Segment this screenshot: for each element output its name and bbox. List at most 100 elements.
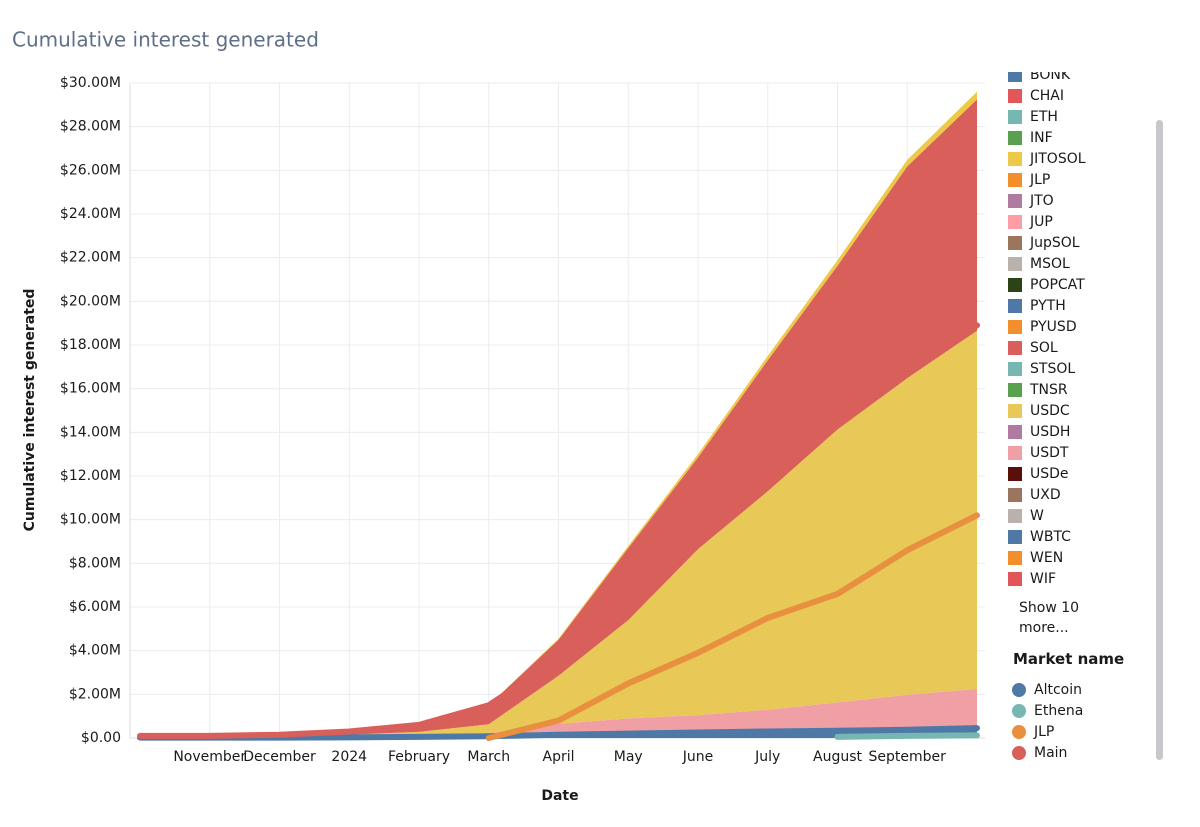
y-axis-label: Cumulative interest generated [22, 289, 38, 532]
legend-item[interactable]: W [1008, 505, 1148, 526]
legend-label: JupSOL [1030, 234, 1080, 251]
legend-item[interactable]: WEN [1008, 547, 1148, 568]
legend-label: ETH [1030, 108, 1058, 125]
legend-label: TNSR [1030, 381, 1068, 398]
market-legend-item[interactable]: Main [1012, 742, 1083, 763]
legend-item[interactable]: PYTH [1008, 295, 1148, 316]
legend-label: W [1030, 507, 1044, 524]
x-axis-label: Date [541, 788, 578, 804]
legend-swatch [1012, 703, 1026, 718]
x-tick-label: 2024 [331, 749, 367, 765]
legend-item[interactable]: USDe [1008, 463, 1148, 484]
legend-label: BONK [1030, 72, 1071, 83]
market-legend-title: Market name [1013, 650, 1125, 668]
legend-label: Main [1034, 744, 1068, 761]
legend-item[interactable]: POPCAT [1008, 274, 1148, 295]
legend-swatch [1012, 724, 1026, 739]
y-tick-label: $14.00M [60, 424, 121, 440]
y-tick-label: $2.00M [69, 686, 121, 702]
legend-label: PYTH [1030, 297, 1066, 314]
market-legend-item[interactable]: Altcoin [1012, 679, 1083, 700]
area [140, 728, 977, 738]
legend-swatch [1008, 256, 1022, 271]
legend-item[interactable]: USDC [1008, 400, 1148, 421]
legend-item[interactable]: BONK [1008, 72, 1148, 85]
y-tick-label: $10.00M [60, 512, 121, 528]
x-tick-label: August [813, 749, 863, 765]
legend-item[interactable]: MSOL [1008, 253, 1148, 274]
market-line [137, 322, 980, 739]
legend-label: JLP [1030, 171, 1051, 188]
legend-swatch [1008, 298, 1022, 313]
y-tick-label: $6.00M [69, 599, 121, 615]
legend-swatch [1008, 487, 1022, 502]
market-legend: Altcoin Ethena JLP Main [1012, 679, 1083, 763]
legend-label: PYUSD [1030, 318, 1077, 335]
legend-item[interactable]: JUP [1008, 211, 1148, 232]
legend-item[interactable]: JTO [1008, 190, 1148, 211]
legend-swatch [1012, 745, 1026, 760]
legend-swatch [1008, 109, 1022, 124]
legend-item[interactable]: STSOL [1008, 358, 1148, 379]
y-tick-label: $24.00M [60, 206, 121, 222]
legend-swatch [1012, 682, 1026, 697]
legend: BONK CHAI ETH INF JITOSOL JLP JTO JUP JupSOL MSOL… [1008, 72, 1148, 600]
y-tick-label: $22.00M [60, 250, 121, 266]
legend-swatch [1008, 445, 1022, 460]
legend-swatch [1008, 508, 1022, 523]
legend-swatch [1008, 361, 1022, 376]
legend-swatch [1008, 172, 1022, 187]
legend-label: Altcoin [1034, 681, 1082, 698]
legend-label: JTO [1030, 192, 1054, 209]
legend-item[interactable]: JITOSOL [1008, 148, 1148, 169]
legend-swatch [1008, 214, 1022, 229]
x-tick-label: April [543, 749, 575, 765]
legend-swatch [1008, 529, 1022, 544]
legend-label: STSOL [1030, 360, 1076, 377]
legend-item[interactable]: INF [1008, 127, 1148, 148]
market-legend-item[interactable]: JLP [1012, 721, 1083, 742]
market-legend-item[interactable]: Ethena [1012, 700, 1083, 721]
y-tick-label: $16.00M [60, 381, 121, 397]
legend-label: WBTC [1030, 528, 1071, 545]
legend-item[interactable]: CHAI [1008, 85, 1148, 106]
legend-label: SOL [1030, 339, 1058, 356]
area [140, 330, 977, 737]
legend-swatch [1008, 550, 1022, 565]
legend-item[interactable]: JLP [1008, 169, 1148, 190]
legend-label: INF [1030, 129, 1053, 146]
legend-item[interactable]: PYUSD [1008, 316, 1148, 337]
legend-item[interactable]: TNSR [1008, 379, 1148, 400]
legend-label: USDT [1030, 444, 1069, 461]
legend-label: USDH [1030, 423, 1071, 440]
y-tick-label: $30.00M [60, 75, 121, 91]
legend-item[interactable]: WIF [1008, 568, 1148, 589]
y-tick-label: $18.00M [60, 337, 121, 353]
scrollbar[interactable] [1156, 120, 1163, 760]
legend-label: UXD [1030, 486, 1061, 503]
x-tick-label: May [614, 749, 643, 765]
legend-swatch [1008, 571, 1022, 586]
show-more[interactable]: Show 10 more... [1019, 600, 1080, 636]
legend-item[interactable]: ETH [1008, 106, 1148, 127]
legend-item[interactable]: JupSOL [1008, 232, 1148, 253]
legend-swatch [1008, 88, 1022, 103]
legend-item[interactable]: USDT [1008, 442, 1148, 463]
x-tick-label: November [173, 749, 246, 765]
area [140, 99, 977, 737]
legend-label: Ethena [1034, 702, 1084, 719]
legend-label: WIF [1030, 570, 1057, 587]
legend-item[interactable]: SOL [1008, 337, 1148, 358]
legend-swatch [1008, 277, 1022, 292]
legend-swatch [1008, 382, 1022, 397]
legend-swatch [1008, 403, 1022, 418]
legend-item[interactable]: WBTC [1008, 526, 1148, 547]
legend-label: POPCAT [1030, 276, 1085, 293]
legend-item[interactable]: UXD [1008, 484, 1148, 505]
legend-swatch [1008, 130, 1022, 145]
x-tick-label: March [467, 749, 510, 765]
y-tick-label: $8.00M [69, 555, 121, 571]
legend-item[interactable]: USDH [1008, 421, 1148, 442]
y-tick-label: $26.00M [60, 162, 121, 178]
